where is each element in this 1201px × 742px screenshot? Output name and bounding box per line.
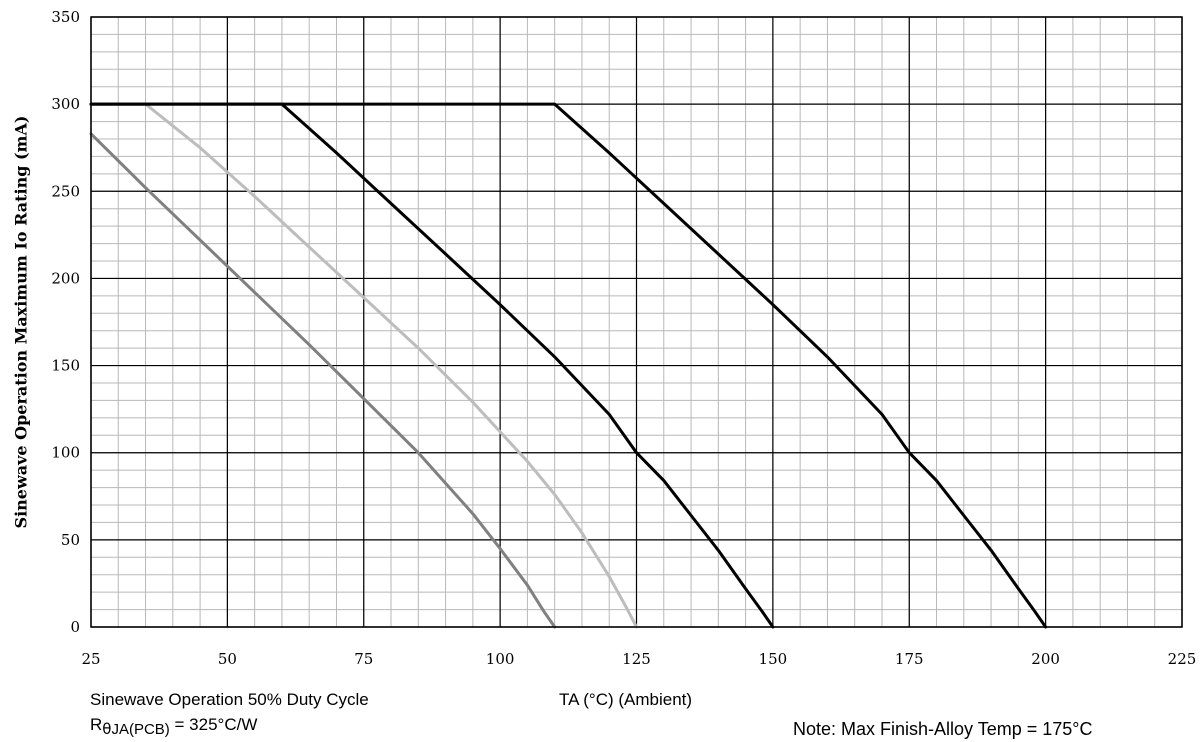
- x-tick-label: 200: [1031, 650, 1060, 668]
- x-tick-label: 75: [354, 650, 373, 668]
- x-tick-label: 50: [218, 650, 237, 668]
- x-tick-label: 225: [1168, 650, 1197, 668]
- series-line-3: [89, 102, 775, 629]
- y-tick-label: 350: [51, 8, 80, 26]
- max-temp-note: Note: Max Finish-Alloy Temp = 175°C: [793, 719, 1093, 739]
- y-tick-label: 150: [51, 357, 80, 375]
- x-tick-label: 100: [486, 650, 515, 668]
- x-axis-title: TA (°C) (Ambient): [559, 690, 693, 709]
- y-tick-label: 200: [51, 269, 80, 287]
- x-tick-label: 175: [895, 650, 924, 668]
- x-tick-label: 125: [622, 650, 651, 668]
- y-tick-label: 300: [51, 95, 80, 113]
- series-layer: [89, 102, 1048, 629]
- x-tick-label: 150: [759, 650, 788, 668]
- y-tick-label: 0: [70, 618, 80, 636]
- thermal-resistance-note: RθJA(PCB) = 325°C/W: [90, 715, 258, 738]
- r-value: = 325°C/W: [169, 715, 258, 734]
- plot-frame: [90, 16, 1183, 628]
- series-line-2: [89, 102, 638, 629]
- theta-symbol: θ: [102, 720, 112, 738]
- r-subscript: JA(PCB): [111, 721, 170, 738]
- y-tick-label: 50: [61, 531, 80, 549]
- y-tick-label: 250: [51, 182, 80, 200]
- duty-cycle-note: Sinewave Operation 50% Duty Cycle: [90, 690, 369, 709]
- series-line-1: [89, 132, 557, 629]
- r-prefix: R: [90, 715, 103, 734]
- y-axis-title: Sinewave Operation Maximum Io Rating (mA…: [12, 116, 31, 529]
- axis-layer: 25 50 75 100 125 150 175 200 225 0 50 100 150 200 250 3…: [51, 8, 1196, 668]
- y-tick-label: 100: [51, 444, 80, 462]
- x-tick-label: 25: [81, 650, 100, 668]
- r-subscript-wrap: θJA(PCB): [102, 720, 170, 738]
- series-line-4: [89, 102, 1048, 629]
